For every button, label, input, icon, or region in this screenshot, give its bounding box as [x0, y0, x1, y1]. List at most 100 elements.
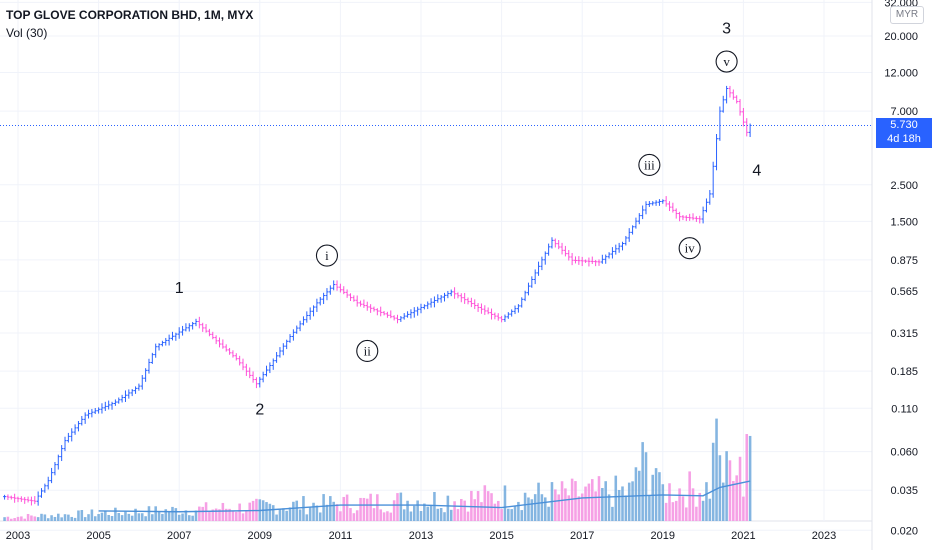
x-tick-label: 2015 — [489, 530, 513, 542]
volume-bar — [658, 472, 661, 521]
volume-bar — [339, 511, 342, 521]
volume-bar — [184, 510, 188, 521]
volume-bar — [201, 506, 204, 521]
volume-bar — [607, 494, 611, 521]
volume-bar — [446, 495, 450, 521]
volume-bar — [463, 500, 466, 521]
volume-bar — [90, 509, 94, 521]
volume-bar — [523, 492, 527, 521]
volume-bar — [406, 500, 409, 521]
volume-bar — [369, 493, 372, 521]
volume-bar — [453, 501, 456, 521]
volume-bar — [208, 511, 211, 521]
volume-bar — [30, 515, 33, 521]
volume-bar — [416, 500, 419, 521]
volume-bar — [742, 496, 745, 521]
volume-bar — [13, 518, 16, 521]
volume-bar — [40, 513, 43, 521]
volume-bar — [426, 506, 429, 521]
volume-bar — [587, 483, 591, 521]
volume-bar — [611, 506, 614, 521]
volume-bar — [36, 517, 40, 521]
volume-bar — [520, 510, 524, 521]
volume-bar — [708, 498, 712, 521]
x-tick-label: 2017 — [570, 530, 594, 542]
y-tick-label: 0.315 — [890, 328, 918, 340]
volume-bar — [396, 493, 399, 521]
volume-bar — [352, 513, 356, 521]
volume-bar — [46, 518, 50, 521]
volume-bar — [271, 505, 275, 521]
volume-bar — [332, 501, 335, 521]
volume-bar — [349, 508, 352, 521]
wave-circle — [678, 237, 701, 260]
volume-bar — [738, 456, 742, 521]
volume-bar — [678, 488, 681, 521]
volume-bar — [345, 494, 349, 521]
volume-bar — [154, 506, 157, 521]
volume-bar — [473, 499, 477, 521]
y-tick-label: 2.500 — [890, 180, 918, 192]
volume-bar — [110, 516, 114, 521]
volume-bar — [6, 516, 10, 521]
volume-bar — [748, 435, 752, 521]
volume-bar — [372, 508, 376, 521]
volume-bar — [147, 506, 151, 521]
volume-bar — [191, 515, 194, 521]
volume-bar — [732, 481, 735, 521]
volume-bar — [63, 514, 67, 521]
x-tick-label: 2011 — [329, 530, 353, 542]
volume-bar — [302, 496, 305, 521]
volume-bar — [510, 509, 513, 521]
volume-bar — [23, 518, 26, 521]
volume-bar — [329, 496, 332, 521]
volume-bar — [594, 491, 597, 521]
volume-bar — [564, 488, 567, 521]
volume-bar — [590, 479, 594, 521]
chart-title: TOP GLOVE CORPORATION BHD, 1M, MYX — [6, 8, 254, 22]
volume-bar — [671, 502, 675, 521]
volume-bar — [120, 515, 124, 521]
volume-bar — [496, 500, 500, 521]
volume-bar — [26, 513, 30, 521]
volume-bar — [449, 509, 453, 521]
volume-bar — [167, 511, 171, 521]
y-tick-label: 0.110 — [891, 403, 918, 415]
volume-bar — [517, 501, 520, 521]
volume-bar — [144, 516, 147, 521]
volume-bar — [648, 495, 651, 521]
volume-bar — [507, 508, 510, 521]
chart-legend: TOP GLOVE CORPORATION BHD, 1M, MYX Vol (… — [6, 6, 253, 42]
volume-bar — [312, 502, 315, 521]
volume-bar — [705, 482, 708, 521]
volume-bar — [20, 516, 23, 521]
volume-bar — [67, 514, 70, 521]
volume-bar — [604, 481, 607, 521]
volume-bar — [80, 510, 84, 521]
volume-bar — [530, 499, 534, 521]
currency-button[interactable]: MYR — [890, 6, 924, 24]
volume-bar — [376, 494, 379, 521]
volume-bar — [285, 510, 288, 521]
volume-bar — [661, 484, 665, 521]
volume-bar — [248, 502, 252, 521]
volume-bar — [439, 507, 443, 521]
volume-bar — [130, 515, 134, 521]
volume-bar — [460, 498, 463, 521]
volume-bar — [278, 509, 282, 521]
x-tick-label: 2005 — [86, 530, 110, 542]
volume-bar — [73, 517, 77, 521]
volume-bar — [691, 488, 695, 521]
x-tick-label: 2013 — [409, 530, 433, 542]
volume-bar — [557, 494, 560, 521]
volume-bar — [194, 510, 198, 521]
wave-circle — [638, 153, 661, 176]
volume-bar — [16, 516, 20, 521]
volume-bar — [423, 503, 426, 521]
volume-bar — [315, 505, 319, 521]
volume-bar — [100, 512, 104, 521]
volume-bar — [298, 509, 302, 521]
wave-label: v — [723, 54, 730, 69]
volume-bar — [392, 500, 396, 521]
